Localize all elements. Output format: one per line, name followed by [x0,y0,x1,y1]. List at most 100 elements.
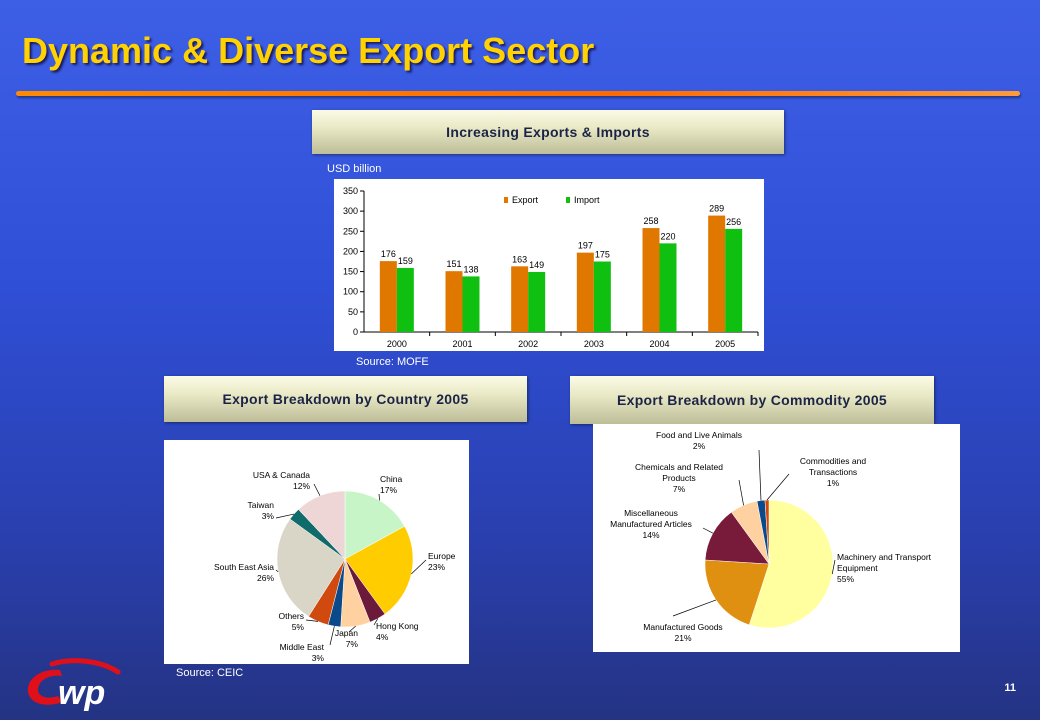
bar-chart-title-banner: Increasing Exports & Imports [312,110,784,154]
bar-value-label: 176 [381,249,396,259]
page-number: 11 [1004,682,1016,694]
pie-label-text: Products [662,473,696,483]
y-tick-label: 300 [343,206,358,216]
y-tick-label: 150 [343,267,358,277]
pie-label-text: 12% [293,481,310,491]
pie-label-text: Manufactured Articles [610,519,692,529]
pie-label-text: 26% [257,573,274,583]
bar-value-label: 197 [578,241,593,251]
pie-leader-line [766,473,790,501]
pie-leader-line [411,559,427,575]
pie-label-text: Transactions [809,467,857,477]
pie-label-text: 2% [693,441,706,451]
pie-label-text: Equipment [837,563,878,573]
y-tick-label: 200 [343,246,358,256]
pie-leader-line [672,599,717,617]
y-tick-label: 0 [353,327,358,337]
legend-swatch-import [566,197,570,203]
pie-slice [276,518,346,617]
pie-label-text: 21% [674,633,691,643]
pie-label-text: Manufactured Goods [643,622,722,632]
slide-title: Dynamic & Diverse Export Sector [22,30,595,71]
pie-label-text: Miscellaneous [624,508,678,518]
bar-value-label: 151 [446,259,461,269]
x-tick-label: 2005 [715,339,735,349]
pie-label-text: Middle East [280,642,325,652]
bar-import-2003 [593,261,611,332]
pie-slice [764,499,770,565]
pie-slice [704,559,770,626]
bar-value-label: 258 [643,216,658,226]
pie-leader-line [738,479,744,506]
y-tick-label: 350 [343,186,358,196]
commodity-pie-title-banner: Export Breakdown by Commodity 2005 [570,376,934,424]
title-underline [16,91,1020,96]
pie-label-text: Others [278,611,304,621]
y-tick-label: 250 [343,226,358,236]
bar-chart-unit: USD billion [327,163,382,175]
bar-import-2001 [462,276,480,332]
x-tick-label: 2004 [649,339,669,349]
svg-text:wp: wp [58,674,105,712]
pie-label-text: 4% [376,632,389,642]
pie-label-text: 1% [827,478,840,488]
pie-slice [748,499,834,629]
bar-chart-title: Increasing Exports & Imports [446,124,650,140]
pie-label-text: Hong Kong [376,621,419,631]
bar-export-2002 [511,266,529,332]
bar-value-label: 175 [595,250,610,260]
bar-export-2003 [576,252,594,332]
pie-leader-line [305,619,319,622]
bar-import-2000 [396,267,414,332]
pie-label-text: Japan [335,628,358,638]
x-tick-label: 2002 [518,339,538,349]
pie-leader-line [313,483,321,496]
country-pie-source: Source: CEIC [176,667,244,679]
pie-slice [298,490,346,560]
pie-label-text: Taiwan [248,500,275,510]
pie-leader-line [831,559,836,575]
bar-import-2002 [528,271,546,332]
bar-chart-source: Source: MOFE [356,356,429,368]
pie-leader-line [348,625,356,633]
cwp-logo-icon: wp [27,658,121,712]
pie-label-text: 3% [312,653,325,663]
pie-label-text: 3% [262,511,275,521]
pie-label-text: Food and Live Animals [656,430,742,440]
pie-leader-line [275,569,279,573]
pie-label-text: 23% [428,562,445,572]
pie-slice [344,525,414,615]
bar-value-label: 138 [463,264,478,274]
pie-label-text: Machinery and Transport [837,552,932,562]
commodity-pie-title: Export Breakdown by Commodity 2005 [616,392,888,408]
bar-import-2004 [659,243,677,332]
bar-export-2001 [445,271,463,332]
y-tick-label: 50 [348,307,358,317]
pie-leader-line [378,493,380,501]
pie-label-text: 55% [837,574,854,584]
bar-import-2005 [725,228,743,332]
pie-label-text: USA & Canada [253,470,310,480]
x-tick-label: 2001 [452,339,472,349]
x-tick-label: 2003 [584,339,604,349]
pie-label-text: 14% [642,530,659,540]
bar-value-label: 149 [529,260,544,270]
bar-chart-panel: 0 50 100 150 200 250 300 350 176 159 2000 151 138 200… [334,179,764,351]
pie-label-text: 17% [380,485,397,495]
pie-slice [344,490,405,560]
x-tick-label: 2000 [387,339,407,349]
legend-label-export: Export [512,195,539,205]
pie-slice [704,511,770,565]
bar-value-label: 163 [512,254,527,264]
pie-leader-line [373,618,379,626]
pie-label-text: South East Asia [214,562,274,572]
bar-export-2004 [642,228,660,332]
bar-export-2000 [379,261,397,332]
pie-label-text: Chemicals and Related [635,462,723,472]
pie-label-text: Commodities and [800,456,866,466]
pie-leader-line [329,626,335,646]
legend-label-import: Import [574,195,600,205]
